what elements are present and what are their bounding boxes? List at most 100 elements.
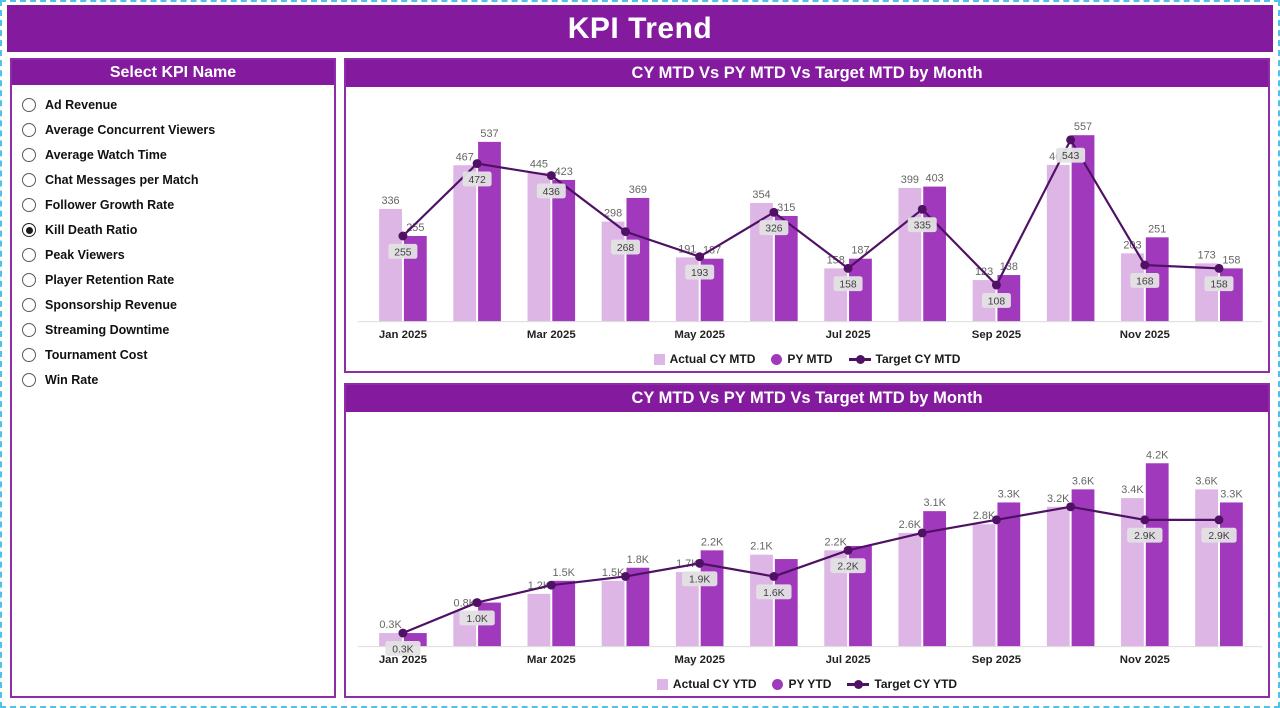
- radio-icon[interactable]: [22, 323, 36, 337]
- target-cy-mtd-marker-sep-2025[interactable]: [991, 280, 1001, 290]
- x-tick-jan-2025: Jan 2025: [379, 654, 428, 666]
- actual-cy-ytd-bar-jun-2025[interactable]: [750, 554, 773, 647]
- target-cy-ytd-marker-jun-2025[interactable]: [769, 571, 779, 581]
- radio-icon[interactable]: [22, 348, 36, 362]
- target-cy-ytd-marker-feb-2025[interactable]: [472, 598, 482, 608]
- kpi-option-streaming-downtime[interactable]: Streaming Downtime: [22, 319, 324, 341]
- actual-cy-ytd-bar-sep-2025[interactable]: [972, 524, 996, 647]
- target-cy-mtd-label-feb-2025: 472: [468, 175, 486, 186]
- legend-item-py-mtd[interactable]: PY MTD: [771, 352, 833, 366]
- legend-line-dot-icon: [855, 354, 865, 364]
- target-cy-mtd-marker-jan-2025[interactable]: [398, 231, 408, 241]
- legend-item-target-cy-ytd[interactable]: Target CY YTD: [847, 677, 957, 691]
- actual-cy-mtd-label-apr-2025: 298: [604, 208, 622, 220]
- actual-cy-mtd-bar-apr-2025[interactable]: [601, 221, 625, 322]
- target-cy-ytd-marker-sep-2025[interactable]: [991, 515, 1001, 525]
- target-cy-mtd-marker-apr-2025[interactable]: [621, 227, 630, 237]
- target-cy-mtd-label-aug-2025: 335: [914, 221, 932, 232]
- py-ytd-bar-dec-2025[interactable]: [1219, 502, 1243, 647]
- radio-icon[interactable]: [22, 123, 36, 137]
- actual-cy-mtd-bar-feb-2025[interactable]: [453, 165, 477, 322]
- legend-item-target-cy-mtd[interactable]: Target CY MTD: [848, 352, 960, 366]
- actual-cy-mtd-bar-dec-2025[interactable]: [1195, 263, 1219, 322]
- target-cy-ytd-marker-aug-2025[interactable]: [917, 528, 927, 538]
- target-cy-mtd-marker-mar-2025[interactable]: [546, 171, 556, 181]
- target-cy-ytd-marker-oct-2025[interactable]: [1066, 502, 1076, 512]
- kpi-option-average-concurrent-viewers[interactable]: Average Concurrent Viewers: [22, 119, 324, 141]
- target-cy-mtd-marker-may-2025[interactable]: [695, 252, 705, 262]
- target-cy-mtd-marker-dec-2025[interactable]: [1214, 263, 1224, 273]
- kpi-option-player-retention-rate[interactable]: Player Retention Rate: [22, 269, 324, 291]
- target-cy-ytd-marker-may-2025[interactable]: [695, 558, 705, 568]
- actual-cy-mtd-bar-aug-2025[interactable]: [898, 187, 922, 322]
- radio-icon[interactable]: [22, 98, 36, 112]
- actual-cy-ytd-bar-dec-2025[interactable]: [1195, 489, 1219, 647]
- actual-cy-ytd-bar-apr-2025[interactable]: [601, 580, 625, 647]
- py-ytd-bar-sep-2025[interactable]: [997, 502, 1021, 647]
- mtd-chart-canvas[interactable]: 336 255 Jan 2025 467 537 445 423 Mar 2025 298 369…: [346, 89, 1268, 347]
- radio-selected-icon[interactable]: [22, 223, 36, 237]
- py-mtd-bar-dec-2025[interactable]: [1219, 268, 1243, 322]
- radio-icon[interactable]: [22, 373, 36, 387]
- x-tick-sep-2025: Sep 2025: [972, 654, 1022, 666]
- actual-cy-ytd-bar-may-2025[interactable]: [675, 572, 699, 647]
- kpi-option-sponsorship-revenue[interactable]: Sponsorship Revenue: [22, 294, 324, 316]
- actual-cy-ytd-bar-jul-2025[interactable]: [824, 550, 848, 647]
- kpi-option-follower-growth-rate[interactable]: Follower Growth Rate: [22, 194, 324, 216]
- kpi-option-chat-messages-per-match[interactable]: Chat Messages per Match: [22, 169, 324, 191]
- py-ytd-bar-aug-2025[interactable]: [923, 511, 947, 647]
- py-ytd-bar-oct-2025[interactable]: [1071, 489, 1095, 647]
- py-mtd-bar-jun-2025[interactable]: [774, 215, 798, 322]
- radio-icon[interactable]: [22, 198, 36, 212]
- target-cy-mtd-marker-nov-2025[interactable]: [1140, 260, 1150, 270]
- radio-icon[interactable]: [22, 298, 36, 312]
- legend-item-actual-cy-ytd[interactable]: Actual CY YTD: [656, 677, 756, 691]
- actual-cy-mtd-bar-jan-2025[interactable]: [379, 208, 402, 322]
- target-cy-ytd-marker-nov-2025[interactable]: [1140, 515, 1150, 525]
- py-ytd-bar-nov-2025[interactable]: [1145, 463, 1169, 647]
- radio-icon[interactable]: [22, 248, 36, 262]
- kpi-option-tournament-cost[interactable]: Tournament Cost: [22, 344, 324, 366]
- target-label-box: [388, 243, 418, 259]
- legend-item-py-ytd[interactable]: PY YTD: [772, 677, 831, 691]
- actual-cy-ytd-label-apr-2025: 1.5K: [602, 567, 625, 579]
- py-mtd-bar-aug-2025[interactable]: [923, 186, 947, 322]
- target-cy-ytd-marker-dec-2025[interactable]: [1214, 515, 1224, 525]
- target-cy-mtd-marker-feb-2025[interactable]: [472, 159, 482, 169]
- py-mtd-label-mar-2025: 423: [555, 166, 573, 178]
- target-cy-mtd-marker-jul-2025[interactable]: [843, 263, 853, 273]
- py-mtd-bar-oct-2025[interactable]: [1071, 135, 1095, 322]
- py-ytd-bar-mar-2025[interactable]: [552, 580, 576, 647]
- legend-item-actual-cy-mtd[interactable]: Actual CY MTD: [653, 352, 755, 366]
- actual-cy-ytd-bar-aug-2025[interactable]: [898, 532, 922, 647]
- py-mtd-bar-feb-2025[interactable]: [478, 141, 501, 322]
- kpi-option-ad-revenue[interactable]: Ad Revenue: [22, 94, 324, 116]
- radio-icon[interactable]: [22, 273, 36, 287]
- radio-icon[interactable]: [22, 173, 36, 187]
- actual-cy-mtd-bar-mar-2025[interactable]: [527, 172, 551, 322]
- target-cy-mtd-marker-oct-2025[interactable]: [1066, 135, 1076, 145]
- kpi-option-kill-death-ratio[interactable]: Kill Death Ratio: [22, 219, 324, 241]
- radio-icon[interactable]: [22, 148, 36, 162]
- actual-cy-ytd-label-feb-2025: 0.8K: [454, 597, 477, 609]
- py-ytd-bar-jun-2025[interactable]: [774, 559, 798, 647]
- actual-cy-mtd-bar-oct-2025[interactable]: [1046, 164, 1070, 322]
- target-cy-ytd-marker-jan-2025[interactable]: [398, 628, 408, 638]
- py-mtd-bar-mar-2025[interactable]: [552, 179, 576, 322]
- actual-cy-ytd-bar-oct-2025[interactable]: [1046, 506, 1070, 647]
- kpi-option-average-watch-time[interactable]: Average Watch Time: [22, 144, 324, 166]
- kpi-option-peak-viewers[interactable]: Peak Viewers: [22, 244, 324, 266]
- target-cy-mtd-marker-jun-2025[interactable]: [769, 207, 779, 217]
- ytd-chart-canvas[interactable]: 0.3K Jan 2025 0.8K 1.2K 1.5K Mar 2025 1.5K 1.8K…: [346, 414, 1268, 672]
- target-cy-ytd-marker-mar-2025[interactable]: [546, 580, 556, 590]
- target-cy-ytd-marker-jul-2025[interactable]: [843, 545, 853, 555]
- kpi-option-win-rate[interactable]: Win Rate: [22, 369, 324, 391]
- kpi-option-label: Win Rate: [45, 373, 99, 387]
- py-ytd-bar-apr-2025[interactable]: [626, 567, 650, 647]
- target-cy-ytd-marker-apr-2025[interactable]: [621, 571, 630, 581]
- target-cy-mtd-marker-aug-2025[interactable]: [917, 204, 927, 214]
- actual-cy-ytd-bar-mar-2025[interactable]: [527, 593, 551, 647]
- target-cy-ytd-label-jul-2025: 2.2K: [837, 562, 858, 573]
- py-mtd-bar-apr-2025[interactable]: [626, 197, 650, 322]
- actual-cy-mtd-bar-jul-2025[interactable]: [824, 268, 848, 322]
